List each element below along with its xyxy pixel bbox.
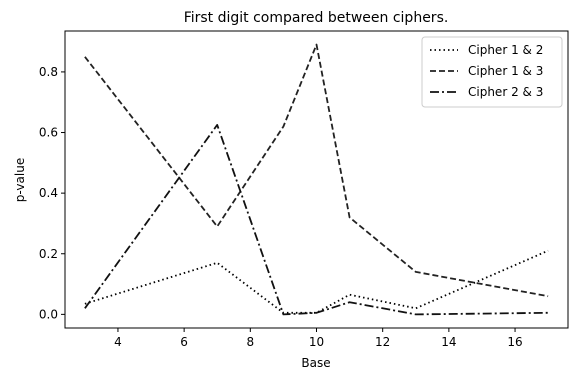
x-tick-label: 16 (507, 335, 522, 349)
x-tick-label: 10 (309, 335, 324, 349)
x-tick-label: 6 (180, 335, 188, 349)
x-tick-label: 4 (114, 335, 122, 349)
chart-title: First digit compared between ciphers. (184, 10, 449, 26)
y-axis-ticks: 0.0 0.2 0.4 0.6 0.8 (39, 65, 65, 321)
y-tick-label: 0.0 (39, 307, 58, 321)
x-tick-label: 8 (246, 335, 254, 349)
series-line-1 (84, 249, 549, 314)
x-axis-ticks: 4 6 8 10 12 14 16 (114, 328, 523, 349)
plot-lines (84, 43, 549, 316)
x-tick-label: 12 (375, 335, 390, 349)
y-tick-label: 0.6 (39, 126, 58, 140)
legend-label-1: Cipher 1 & 2 (468, 43, 543, 57)
y-tick-label: 0.8 (39, 65, 58, 79)
series-line-3 (84, 124, 549, 316)
legend-label-3: Cipher 2 & 3 (468, 85, 543, 99)
legend-label-2: Cipher 1 & 3 (468, 64, 543, 78)
y-tick-label: 0.2 (39, 247, 58, 261)
y-axis-label: p-value (13, 158, 27, 202)
x-axis-label: Base (301, 356, 330, 370)
series-line-2 (84, 43, 549, 298)
x-tick-label: 14 (441, 335, 456, 349)
y-tick-label: 0.4 (39, 186, 58, 200)
legend-box (421, 36, 563, 108)
legend: Cipher 1 & 2 Cipher 1 & 3 Cipher 2 & 3 (421, 36, 563, 108)
